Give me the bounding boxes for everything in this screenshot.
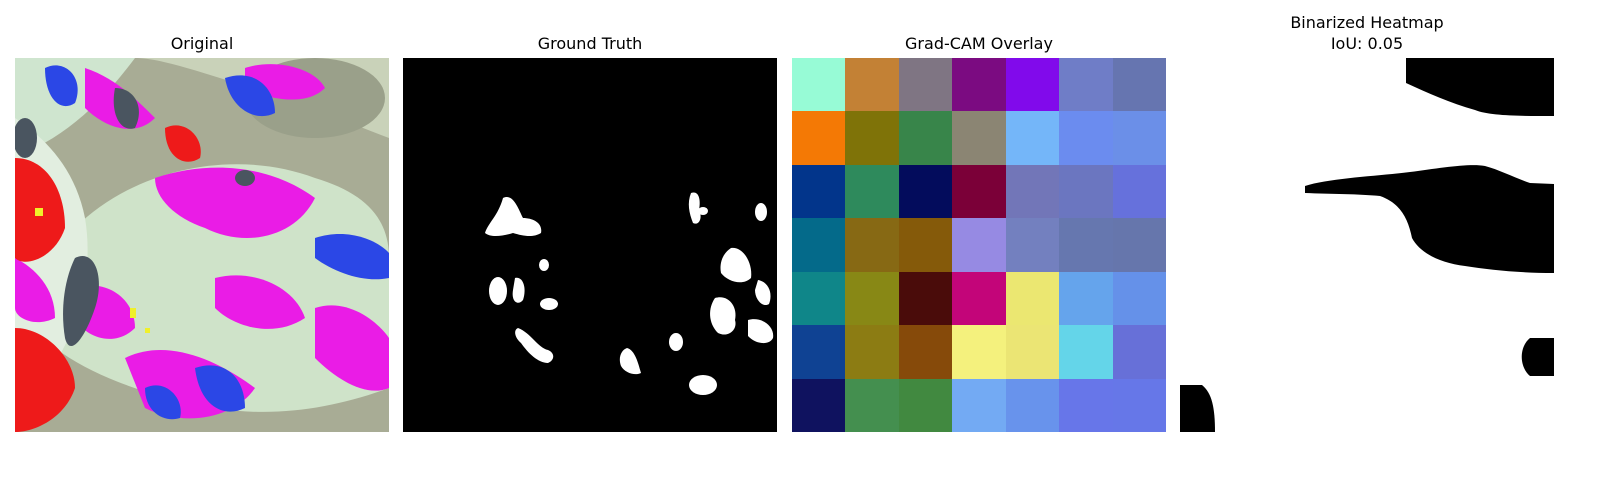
gradcam-cell [952, 379, 1006, 432]
gradcam-cell [952, 111, 1006, 165]
panel-title-original: Original [170, 34, 234, 53]
panel-title-binarized-heatmap: Binarized Heatmap [1290, 13, 1444, 32]
gradcam-cell [1113, 325, 1166, 379]
gradcam-cell [845, 111, 899, 165]
panel-title-ground-truth: Ground Truth [537, 34, 643, 53]
gradcam-cell [952, 165, 1006, 218]
binarized-heatmap [1180, 58, 1554, 432]
gradcam-cell [845, 272, 899, 325]
gradcam-cell [1113, 272, 1166, 325]
gradcam-cell [1006, 379, 1059, 432]
gradcam-cell [1059, 325, 1113, 379]
gradcam-cell [899, 272, 952, 325]
gradcam-cell [845, 165, 899, 218]
gradcam-cell [1006, 218, 1059, 272]
gradcam-cell [1006, 58, 1059, 111]
gradcam-cell [1113, 218, 1166, 272]
gradcam-cell [1113, 58, 1166, 111]
gradcam-cell [899, 218, 952, 272]
gradcam-cell [952, 272, 1006, 325]
gradcam-cell [1059, 379, 1113, 432]
gradcam-cell [899, 325, 952, 379]
original-image [15, 58, 389, 432]
gradcam-cell [1006, 272, 1059, 325]
gradcam-cell [792, 58, 845, 111]
gradcam-cell [845, 218, 899, 272]
gradcam-cell [1006, 111, 1059, 165]
gradcam-cell [899, 165, 952, 218]
gradcam-cell [792, 165, 845, 218]
gradcam-cell [845, 325, 899, 379]
gradcam-cell [899, 58, 952, 111]
gradcam-cell [1006, 165, 1059, 218]
gradcam-cell [899, 111, 952, 165]
gradcam-cell [1113, 111, 1166, 165]
gradcam-cell [1059, 111, 1113, 165]
gradcam-cell [952, 325, 1006, 379]
gradcam-cell [1113, 379, 1166, 432]
panel-title-gradcam-overlay: Grad-CAM Overlay [905, 34, 1053, 53]
gradcam-cell [845, 58, 899, 111]
gradcam-cell [1113, 165, 1166, 218]
ground-truth-mask [403, 58, 777, 432]
gradcam-cell [899, 379, 952, 432]
gradcam-cell [952, 58, 1006, 111]
gradcam-cell [1059, 218, 1113, 272]
gradcam-cell [952, 218, 1006, 272]
gradcam-overlay-grid [792, 58, 1166, 432]
panel-title-iou: IoU: 0.05 [1330, 34, 1404, 53]
gradcam-cell [1059, 272, 1113, 325]
gradcam-cell [792, 325, 845, 379]
gradcam-cell [792, 379, 845, 432]
gradcam-cell [792, 111, 845, 165]
gradcam-cell [792, 218, 845, 272]
gradcam-cell [845, 379, 899, 432]
gradcam-cell [792, 272, 845, 325]
gradcam-cell [1006, 325, 1059, 379]
gradcam-cell [1059, 58, 1113, 111]
gradcam-cell [1059, 165, 1113, 218]
